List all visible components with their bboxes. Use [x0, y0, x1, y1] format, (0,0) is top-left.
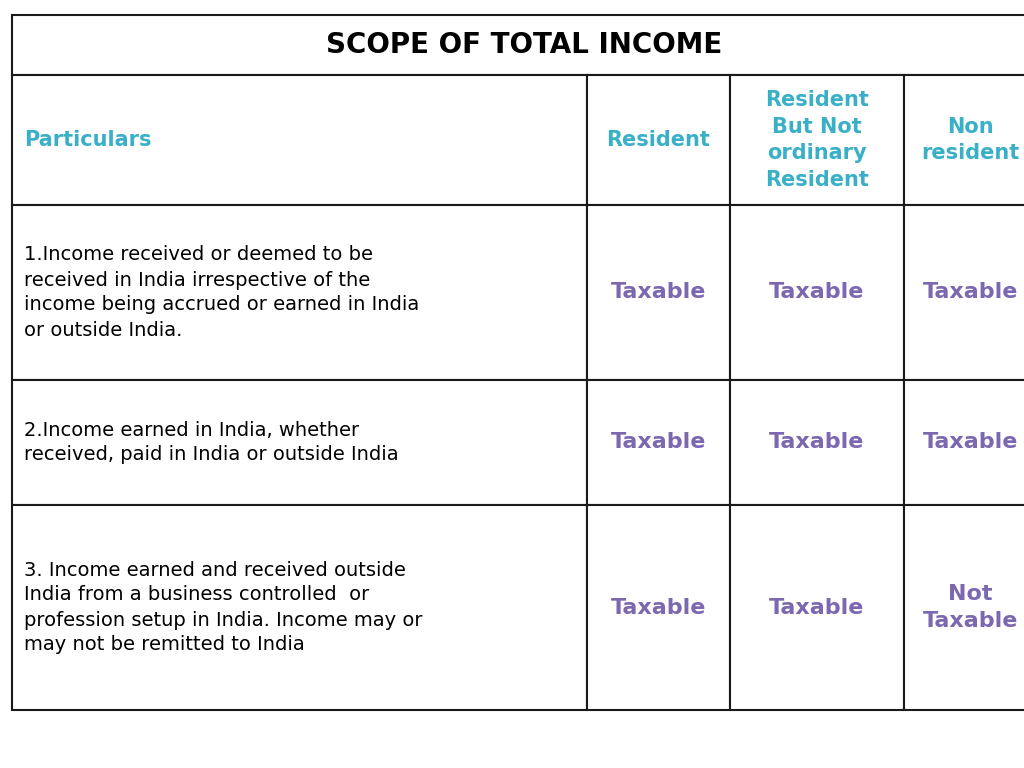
Bar: [587, 380, 730, 505]
Bar: [904, 205, 1024, 380]
Text: 3. Income earned and received outside
India from a business controlled  or
profe: 3. Income earned and received outside In…: [24, 561, 423, 654]
Text: Not
Taxable: Not Taxable: [923, 584, 1018, 631]
Text: Taxable: Taxable: [610, 432, 707, 452]
Text: Taxable: Taxable: [610, 598, 707, 617]
Text: Resident: Resident: [606, 130, 711, 150]
Bar: [904, 75, 1024, 205]
Text: SCOPE OF TOTAL INCOME: SCOPE OF TOTAL INCOME: [327, 31, 723, 59]
Text: Taxable: Taxable: [923, 283, 1018, 303]
Text: Particulars: Particulars: [24, 130, 152, 150]
Text: Taxable: Taxable: [610, 283, 707, 303]
Bar: [730, 75, 904, 205]
Bar: [587, 75, 730, 205]
Text: Taxable: Taxable: [769, 598, 864, 617]
Bar: [12, 505, 587, 710]
Text: Taxable: Taxable: [769, 283, 864, 303]
Text: Resident
But Not
ordinary
Resident: Resident But Not ordinary Resident: [765, 91, 869, 190]
Text: 2.Income earned in India, whether
received, paid in India or outside India: 2.Income earned in India, whether receiv…: [24, 421, 398, 465]
Text: Taxable: Taxable: [923, 432, 1018, 452]
Bar: [904, 505, 1024, 710]
Text: 1.Income received or deemed to be
received in India irrespective of the
income b: 1.Income received or deemed to be receiv…: [24, 246, 419, 339]
Bar: [730, 205, 904, 380]
Bar: [12, 15, 1024, 75]
Bar: [904, 380, 1024, 505]
Bar: [12, 75, 587, 205]
Bar: [730, 505, 904, 710]
Text: Taxable: Taxable: [769, 432, 864, 452]
Bar: [12, 205, 587, 380]
Bar: [587, 205, 730, 380]
Bar: [12, 380, 587, 505]
Text: Non
resident: Non resident: [922, 117, 1020, 164]
Bar: [730, 380, 904, 505]
Bar: [587, 505, 730, 710]
